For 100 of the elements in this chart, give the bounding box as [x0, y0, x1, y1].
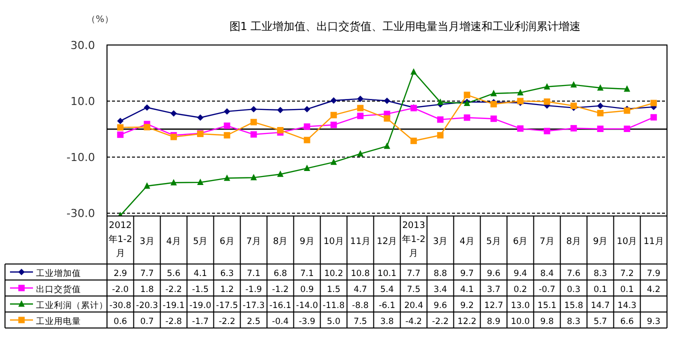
data-label: 0.2	[514, 285, 528, 295]
point	[277, 170, 284, 177]
data-label: -11.8	[322, 301, 345, 311]
data-label: -6.1	[378, 301, 396, 311]
data-label: 0.1	[594, 285, 608, 295]
point	[650, 100, 657, 106]
data-label: -14.0	[296, 301, 318, 311]
data-label: 10.1	[378, 269, 396, 279]
point	[250, 131, 257, 138]
data-label: 2.9	[114, 269, 128, 279]
point	[304, 164, 310, 172]
data-label: 7.7	[140, 269, 154, 279]
y-tick-label: 30.0	[70, 39, 95, 52]
point	[117, 124, 124, 131]
point	[544, 83, 550, 90]
point	[144, 104, 150, 111]
point	[597, 102, 604, 110]
data-label: 9.4	[514, 269, 528, 279]
data-label: 9.2	[460, 301, 474, 311]
point	[117, 118, 124, 124]
x-tick-label: 3月	[432, 237, 448, 247]
data-label: -3.9	[298, 317, 316, 327]
x-tick-label: 7月	[540, 237, 554, 247]
data-label: 9.8	[540, 317, 554, 327]
point	[597, 84, 604, 91]
point	[224, 108, 230, 115]
x-tick-label: 7月	[246, 237, 262, 247]
data-label: 7.5	[406, 285, 420, 295]
data-label: 13.0	[510, 301, 530, 311]
point	[410, 68, 417, 75]
data-label: -19.0	[189, 301, 212, 311]
data-label: 9.7	[460, 269, 474, 279]
data-label: 12.7	[484, 301, 504, 311]
data-label: 15.8	[564, 301, 584, 311]
y-tick-label: 10.0	[70, 95, 95, 108]
point	[464, 92, 470, 98]
data-label: 9.6	[434, 301, 448, 311]
data-label: 2.5	[246, 317, 260, 327]
data-label: 9.3	[646, 317, 660, 327]
data-label: -0.7	[538, 285, 556, 295]
data-label: 7.9	[646, 269, 660, 279]
y-axis-title: （%）	[86, 15, 114, 25]
point	[357, 150, 364, 156]
data-label: 3.4	[434, 285, 448, 295]
point	[437, 116, 444, 123]
point	[330, 112, 337, 118]
x-tick-label: 6月	[220, 237, 234, 247]
point	[304, 123, 310, 130]
data-label: -1.5	[192, 285, 209, 295]
data-label: -0.4	[272, 317, 289, 327]
data-label: -19.1	[162, 301, 185, 311]
data-label: -1.9	[245, 285, 262, 295]
point	[624, 126, 630, 132]
x-tick-label: 5月	[192, 237, 208, 247]
data-label: 15.1	[538, 301, 556, 311]
data-label: 10.0	[510, 317, 530, 327]
point	[517, 88, 524, 96]
point	[330, 97, 337, 104]
data-label: 4.1	[460, 285, 474, 295]
point	[304, 106, 310, 112]
data-label: 0.9	[300, 285, 314, 295]
data-label: 4.2	[646, 285, 660, 295]
point	[224, 132, 230, 138]
data-label: -17.3	[242, 301, 265, 311]
point	[384, 142, 390, 149]
point	[170, 178, 177, 186]
data-label: -2.0	[112, 285, 129, 295]
data-label: 6.3	[220, 269, 234, 279]
data-label: 10.2	[324, 269, 344, 279]
data-label: -1.2	[272, 285, 289, 295]
x-tick-label: 6月	[512, 237, 528, 247]
point	[357, 96, 364, 102]
point	[277, 106, 284, 114]
data-label: 7.1	[300, 269, 314, 279]
point	[117, 132, 124, 138]
point	[250, 106, 257, 112]
point	[277, 127, 284, 134]
x-tick-label: 11月	[350, 237, 371, 247]
point	[517, 125, 524, 132]
x-tick-label: 2012年1-2月	[108, 221, 132, 259]
y-tick-label: -30.0	[66, 207, 95, 220]
point	[464, 114, 470, 121]
point	[224, 122, 230, 129]
data-label: 7.1	[246, 269, 260, 279]
data-label: 8.4	[540, 269, 554, 279]
data-label: 5.6	[166, 269, 180, 279]
x-tick-label: 10月	[616, 237, 638, 247]
point	[597, 126, 604, 132]
data-label: -20.3	[136, 301, 158, 311]
data-label: 1.5	[326, 285, 340, 295]
data-label: 8.3	[566, 317, 580, 327]
data-label: -16.1	[269, 301, 292, 311]
x-tick-label: 2013年1-2月	[402, 221, 426, 259]
data-label: 9.6	[486, 269, 500, 279]
point	[197, 114, 204, 121]
data-label: -2.2	[432, 317, 449, 327]
point	[570, 125, 577, 132]
data-label: 0.3	[566, 285, 580, 295]
data-label: -4.2	[405, 317, 422, 327]
legend-label: 工业用电量	[36, 316, 81, 327]
